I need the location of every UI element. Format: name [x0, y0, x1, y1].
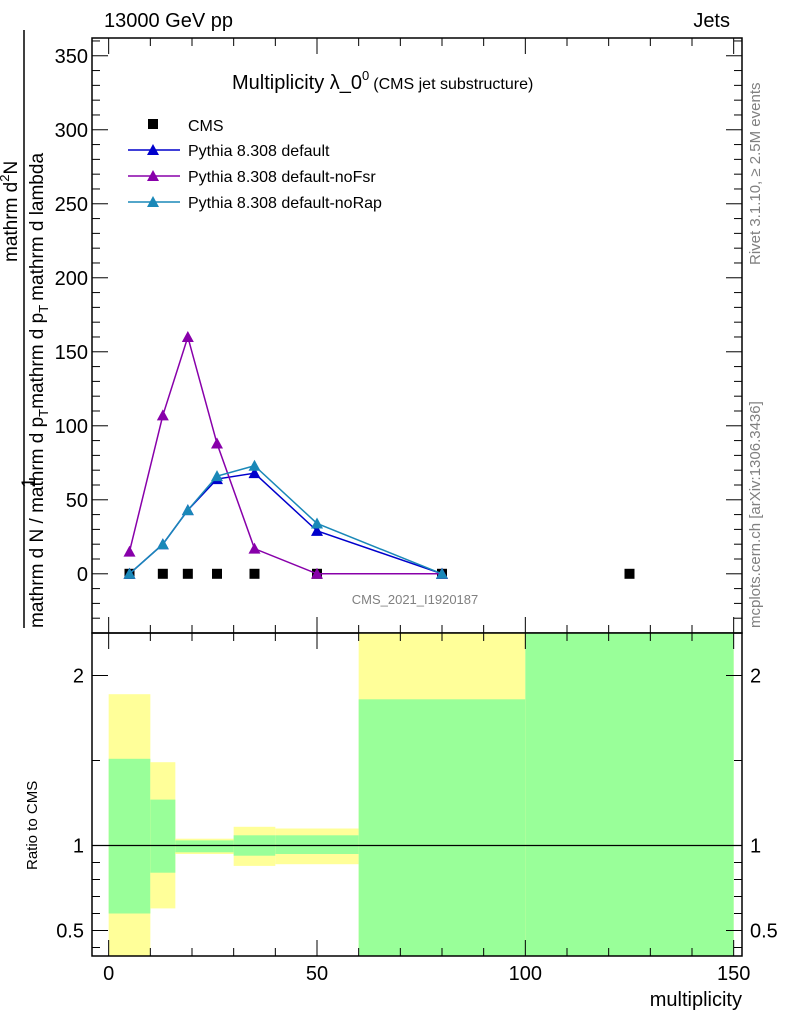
series-point-3	[248, 459, 261, 471]
ratio-y-tick-label-right: 2	[750, 666, 761, 688]
y-label-main-a: mathrm d N / mathrm d p	[27, 417, 48, 628]
series-point-3	[436, 567, 448, 579]
x-tick-label: 150	[717, 963, 750, 985]
y-tick-label: 0	[77, 564, 88, 586]
ratio-y-tick-label: 2	[73, 666, 84, 688]
y-label-outer: mathrm d2N	[0, 161, 22, 262]
y-label-numerator: 1	[19, 477, 40, 488]
y-tick-label: 100	[55, 416, 88, 438]
y-tick-label: 50	[66, 490, 88, 512]
legend-marker-cms	[148, 119, 158, 129]
legend-label-norap: Pythia 8.308 default-noRap	[188, 195, 382, 212]
legend-label-cms: CMS	[188, 118, 224, 135]
x-tick-label: 50	[306, 963, 328, 985]
y-label-main-a-sub: T	[36, 409, 51, 417]
y-tick-label: 250	[55, 194, 88, 216]
series-point-2	[311, 567, 323, 579]
y-tick-label: 150	[55, 342, 88, 364]
series-point-2	[156, 409, 169, 421]
plot-title-sub: (CMS jet substructure)	[373, 76, 533, 93]
y-tick-label: 200	[55, 268, 88, 290]
series-point-2	[248, 542, 261, 554]
series-point-2	[181, 330, 194, 342]
y-label-num-top: 1	[19, 477, 40, 488]
ratio-y-tick-label-right: 1	[750, 836, 761, 858]
series-line-2	[128, 334, 442, 575]
legend-marker-norap	[147, 196, 159, 207]
series-point-1	[311, 524, 323, 536]
y-label-outer-a: mathrm d	[1, 182, 22, 262]
series-point-2	[211, 437, 223, 449]
x-tick-label: 0	[103, 963, 114, 985]
ratio-y-label: Ratio to CMS	[24, 781, 41, 870]
ratio-y-tick-label: 1	[73, 836, 84, 858]
ratio-y-tick-label: 0.5	[56, 921, 84, 943]
analysis-watermark: CMS_2021_I1920187	[352, 592, 479, 607]
main-y-axis-label: 1 mathrm d N / mathrm d pTmathrm d pTmat…	[0, 30, 51, 628]
legend-marker-nofsr	[147, 170, 159, 181]
ratio-plot-ticks: 0.5 0.5 1 1 2 2 0 50 100 150	[56, 633, 778, 985]
y-label-main-b: mathrm d p	[27, 313, 48, 409]
series-line-1	[129, 472, 443, 575]
legend-label-nofsr: Pythia 8.308 default-noFsr	[188, 169, 376, 186]
side-label-top: Rivet 3.1.10, ≥ 2.5M events	[747, 83, 764, 266]
cms-data-point	[249, 568, 260, 579]
ratio-band-inner	[525, 633, 734, 956]
cms-data-point	[212, 568, 222, 579]
y-label-main-c: mathrm d lambda	[27, 153, 48, 301]
side-label-bottom: mcplots.cern.ch [arXiv:1306.3436]	[747, 401, 764, 628]
main-plot-series	[123, 330, 635, 579]
series-point-3	[156, 538, 169, 550]
cms-data-point	[624, 568, 635, 579]
ratio-plot-frame	[91, 632, 743, 957]
legend: CMS Pythia 8.308 default Pythia 8.308 de…	[128, 118, 382, 212]
ratio-bands	[92, 633, 742, 956]
header-right: Jets	[693, 10, 730, 32]
legend-label-default: Pythia 8.308 default	[188, 143, 330, 160]
y-label-outer-b: N	[1, 161, 22, 175]
cms-data-point	[157, 568, 168, 579]
x-axis-label: multiplicity	[650, 989, 742, 1011]
series-point-1	[248, 467, 261, 479]
ratio-band-inner	[108, 758, 151, 914]
y-label-main: mathrm d N / mathrm d pTmathrm d pTmathr…	[27, 153, 51, 628]
main-plot-ticks: 0 50 100 150 200 250 300 350	[55, 38, 742, 633]
y-label-outer-sup: 2	[0, 175, 12, 182]
header-left: 13000 GeV pp	[104, 10, 233, 32]
series-point-3	[123, 567, 136, 579]
cms-data-point	[182, 568, 193, 579]
y-label-main-b-sub: T	[36, 305, 51, 313]
series-point-2	[123, 545, 136, 557]
series-point-3	[181, 504, 194, 516]
plot-title-sup: 0	[362, 68, 369, 83]
series-point-3	[311, 517, 323, 529]
ratio-band-inner	[175, 840, 234, 853]
y-tick-label: 300	[55, 120, 88, 142]
plot-title: Multiplicity λ_00 (CMS jet substructure)	[232, 68, 533, 94]
ratio-plot-panel: 0.5 0.5 1 1 2 2 0 50 100 150 Ratio to CMS multipl…	[24, 632, 778, 1011]
series-point-3	[211, 470, 223, 482]
x-tick-label: 100	[509, 963, 542, 985]
ratio-band-inner	[358, 699, 526, 956]
ratio-y-tick-label-right: 0.5	[750, 921, 778, 943]
ratio-band-inner	[275, 835, 359, 854]
plot-title-main: Multiplicity λ_0	[232, 72, 362, 94]
ratio-band-inner	[150, 799, 176, 873]
legend-marker-default	[147, 144, 159, 155]
y-tick-label: 350	[55, 46, 88, 68]
